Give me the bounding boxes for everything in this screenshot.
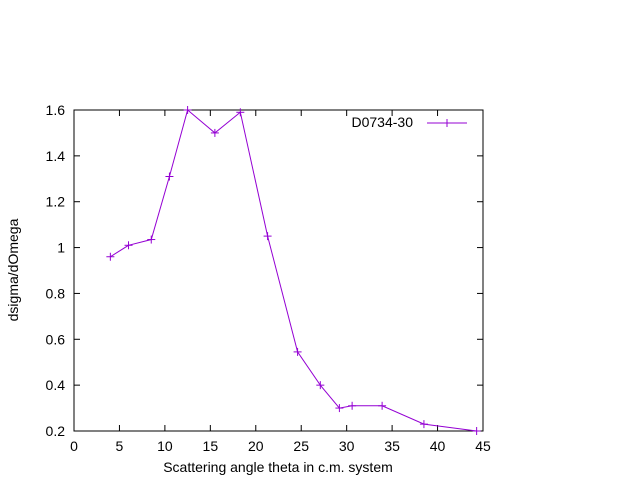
data-points — [106, 106, 481, 435]
legend: D0734-30 — [352, 114, 467, 130]
x-tick-label: 5 — [116, 438, 124, 454]
x-tick-label: 35 — [384, 438, 400, 454]
y-tick-label: 0.2 — [46, 423, 66, 439]
data-point — [378, 401, 387, 410]
x-tick-labels: 0 5 10 15 20 25 30 35 40 45 — [70, 438, 491, 454]
y-tick-label: 0.4 — [46, 377, 66, 393]
data-point — [472, 427, 481, 435]
data-point — [348, 401, 357, 410]
data-point — [316, 381, 325, 390]
x-tick-label: 0 — [70, 438, 78, 454]
x-tick-label: 45 — [475, 438, 491, 454]
y-axis-label: dsigma/dOmega — [5, 218, 21, 321]
data-point — [210, 128, 219, 137]
data-point — [419, 420, 428, 429]
y-tick-label: 1.6 — [46, 102, 66, 118]
data-point — [124, 241, 133, 250]
y-tick-label: 1 — [57, 240, 65, 256]
data-point — [263, 232, 272, 241]
legend-marker-plus — [443, 119, 451, 127]
legend-marker — [443, 119, 451, 127]
data-point — [293, 347, 302, 356]
data-point — [335, 404, 344, 413]
y-tick-labels: 0.2 0.4 0.6 0.8 1 1.2 1.4 1.6 — [46, 102, 66, 439]
x-tick-label: 25 — [293, 438, 309, 454]
y-tick-label: 0.8 — [46, 285, 66, 301]
legend-label: D0734-30 — [352, 114, 414, 130]
x-tick-label: 15 — [203, 438, 219, 454]
x-axis-label: Scattering angle theta in c.m. system — [163, 459, 393, 475]
x-tick-label: 10 — [157, 438, 173, 454]
data-point — [183, 106, 192, 114]
series-line — [110, 109, 477, 432]
y-tick-label: 1.4 — [46, 148, 66, 164]
data-point — [165, 172, 174, 181]
data-point — [106, 252, 115, 261]
axis-ticks — [73, 109, 484, 432]
y-tick-label: 0.6 — [46, 331, 66, 347]
y-tick-label: 1.2 — [46, 194, 66, 210]
data-point — [236, 108, 245, 117]
plot-frame — [73, 109, 484, 432]
x-tick-label: 30 — [339, 438, 355, 454]
x-tick-label: 40 — [430, 438, 446, 454]
data-point — [147, 235, 156, 244]
x-tick-label: 20 — [248, 438, 264, 454]
